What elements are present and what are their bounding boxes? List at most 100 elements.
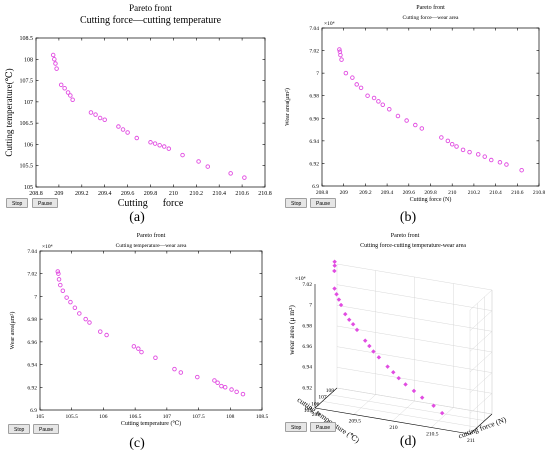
x-tick-label: 209.8 bbox=[424, 190, 437, 196]
data-point bbox=[65, 90, 71, 95]
data-point bbox=[64, 295, 69, 300]
y-tick-label: 6.96 bbox=[27, 340, 37, 346]
data-point bbox=[334, 291, 339, 297]
stop-button[interactable]: Stop bbox=[8, 424, 31, 434]
data-point bbox=[504, 162, 509, 167]
data-point bbox=[180, 152, 185, 158]
data-point bbox=[413, 122, 418, 128]
caption-c: (c) bbox=[129, 436, 145, 451]
data-point bbox=[195, 374, 200, 380]
plot-frame bbox=[35, 37, 266, 188]
data-point bbox=[371, 95, 377, 101]
pause-button[interactable]: Pause bbox=[33, 424, 60, 434]
grid-line bbox=[336, 263, 493, 291]
data-point bbox=[136, 346, 141, 351]
data-point bbox=[152, 141, 158, 146]
data-point bbox=[222, 385, 228, 390]
grid-line bbox=[336, 346, 493, 373]
data-point bbox=[332, 263, 337, 268]
y-tick-label: 7.02 bbox=[309, 49, 319, 55]
data-point bbox=[205, 164, 210, 169]
x-axis-label: cutting force (N) bbox=[457, 415, 508, 441]
x-tick-label: 107 bbox=[163, 414, 172, 420]
y-tick-label: 6.94 bbox=[27, 363, 37, 369]
grid-line bbox=[469, 372, 493, 393]
data-point bbox=[229, 387, 234, 392]
chart-title: Pareto front bbox=[129, 3, 172, 13]
y-tick-label: 6.9 bbox=[30, 408, 37, 414]
data-point bbox=[219, 383, 224, 389]
x-tick-label: 209.6 bbox=[121, 191, 135, 197]
x-tick-label: 209.2 bbox=[359, 190, 372, 196]
x-tick-label: 210 bbox=[448, 190, 457, 196]
y-tick-label: 107 bbox=[24, 100, 33, 106]
y-tick-label: 107 bbox=[318, 395, 327, 401]
pause-button[interactable]: Pause bbox=[32, 198, 59, 208]
data-point bbox=[148, 140, 153, 145]
data-point bbox=[332, 286, 337, 291]
grid-line bbox=[469, 331, 493, 352]
grid-line bbox=[431, 407, 454, 428]
x-tick-label: 105 bbox=[36, 414, 45, 420]
data-point bbox=[445, 138, 451, 144]
y-tick-label: 105.5 bbox=[20, 164, 34, 170]
z-tick-label: 7 bbox=[309, 303, 312, 309]
data-point bbox=[68, 93, 73, 98]
grid-line bbox=[469, 351, 493, 373]
data-point bbox=[83, 316, 88, 322]
data-point bbox=[134, 135, 140, 141]
caption-a: (a) bbox=[129, 210, 145, 225]
data-point bbox=[120, 127, 126, 132]
x-tick-label: 209.8 bbox=[144, 191, 158, 197]
chart-c: Pareto front Cutting temperature—wear are… bbox=[9, 232, 268, 427]
y-tick-label: 6.94 bbox=[309, 139, 319, 145]
x-tick-label: 209.6 bbox=[403, 190, 416, 196]
chart-subtitle: Cutting force—cutting temperature bbox=[80, 15, 222, 26]
x-tick-label: 209.4 bbox=[381, 190, 394, 196]
data-point bbox=[68, 299, 73, 305]
x-tick-label: 210 bbox=[389, 425, 398, 431]
z-tick-label: 6.9 bbox=[305, 406, 312, 412]
data-point bbox=[376, 99, 381, 104]
stop-button[interactable]: Stop bbox=[285, 198, 308, 208]
y-tick-label: 108 bbox=[326, 388, 335, 394]
y-tick-label: 6.9 bbox=[312, 184, 319, 190]
y-tick-label: 107.5 bbox=[20, 79, 34, 85]
grid-line bbox=[353, 394, 376, 415]
x-tick-label: 210 bbox=[169, 191, 178, 197]
chart-title: Pareto front bbox=[416, 4, 445, 11]
data-point bbox=[403, 382, 408, 387]
data-point bbox=[54, 66, 59, 71]
x-tick-label: 106 bbox=[99, 414, 108, 420]
pause-button[interactable]: Pause bbox=[310, 198, 337, 208]
data-point bbox=[72, 305, 78, 311]
caption-b: (b) bbox=[399, 210, 417, 225]
z-tick-label: 6.96 bbox=[302, 344, 312, 350]
grid-line bbox=[469, 289, 493, 311]
data-point bbox=[338, 52, 343, 58]
floor-edge bbox=[314, 387, 338, 409]
grid-line bbox=[322, 401, 478, 428]
data-point bbox=[55, 269, 61, 274]
data-point bbox=[376, 355, 382, 360]
grid-line bbox=[469, 310, 493, 331]
x-tick-label: 210.2 bbox=[190, 191, 204, 197]
data-point bbox=[161, 144, 167, 149]
stop-button[interactable]: Stop bbox=[6, 198, 29, 208]
stop-button[interactable]: Stop bbox=[285, 422, 308, 432]
data-point bbox=[52, 57, 57, 62]
x-tick-label: 209.5 bbox=[349, 419, 362, 425]
pause-button[interactable]: Pause bbox=[310, 422, 337, 432]
x-tick-label: 210.6 bbox=[235, 191, 249, 197]
data-point bbox=[53, 61, 58, 66]
y-tick-label: 108.5 bbox=[20, 36, 34, 42]
data-point bbox=[58, 82, 64, 88]
x-tick-label: 106.5 bbox=[129, 414, 142, 420]
data-point bbox=[497, 160, 503, 165]
x-tick-label: 210.4 bbox=[212, 191, 226, 197]
data-point bbox=[62, 85, 67, 91]
data-point bbox=[336, 297, 342, 302]
panel-d: Pareto front Cutting force-cutting temper… bbox=[275, 228, 550, 457]
data-point bbox=[97, 115, 103, 121]
data-point bbox=[482, 154, 487, 159]
